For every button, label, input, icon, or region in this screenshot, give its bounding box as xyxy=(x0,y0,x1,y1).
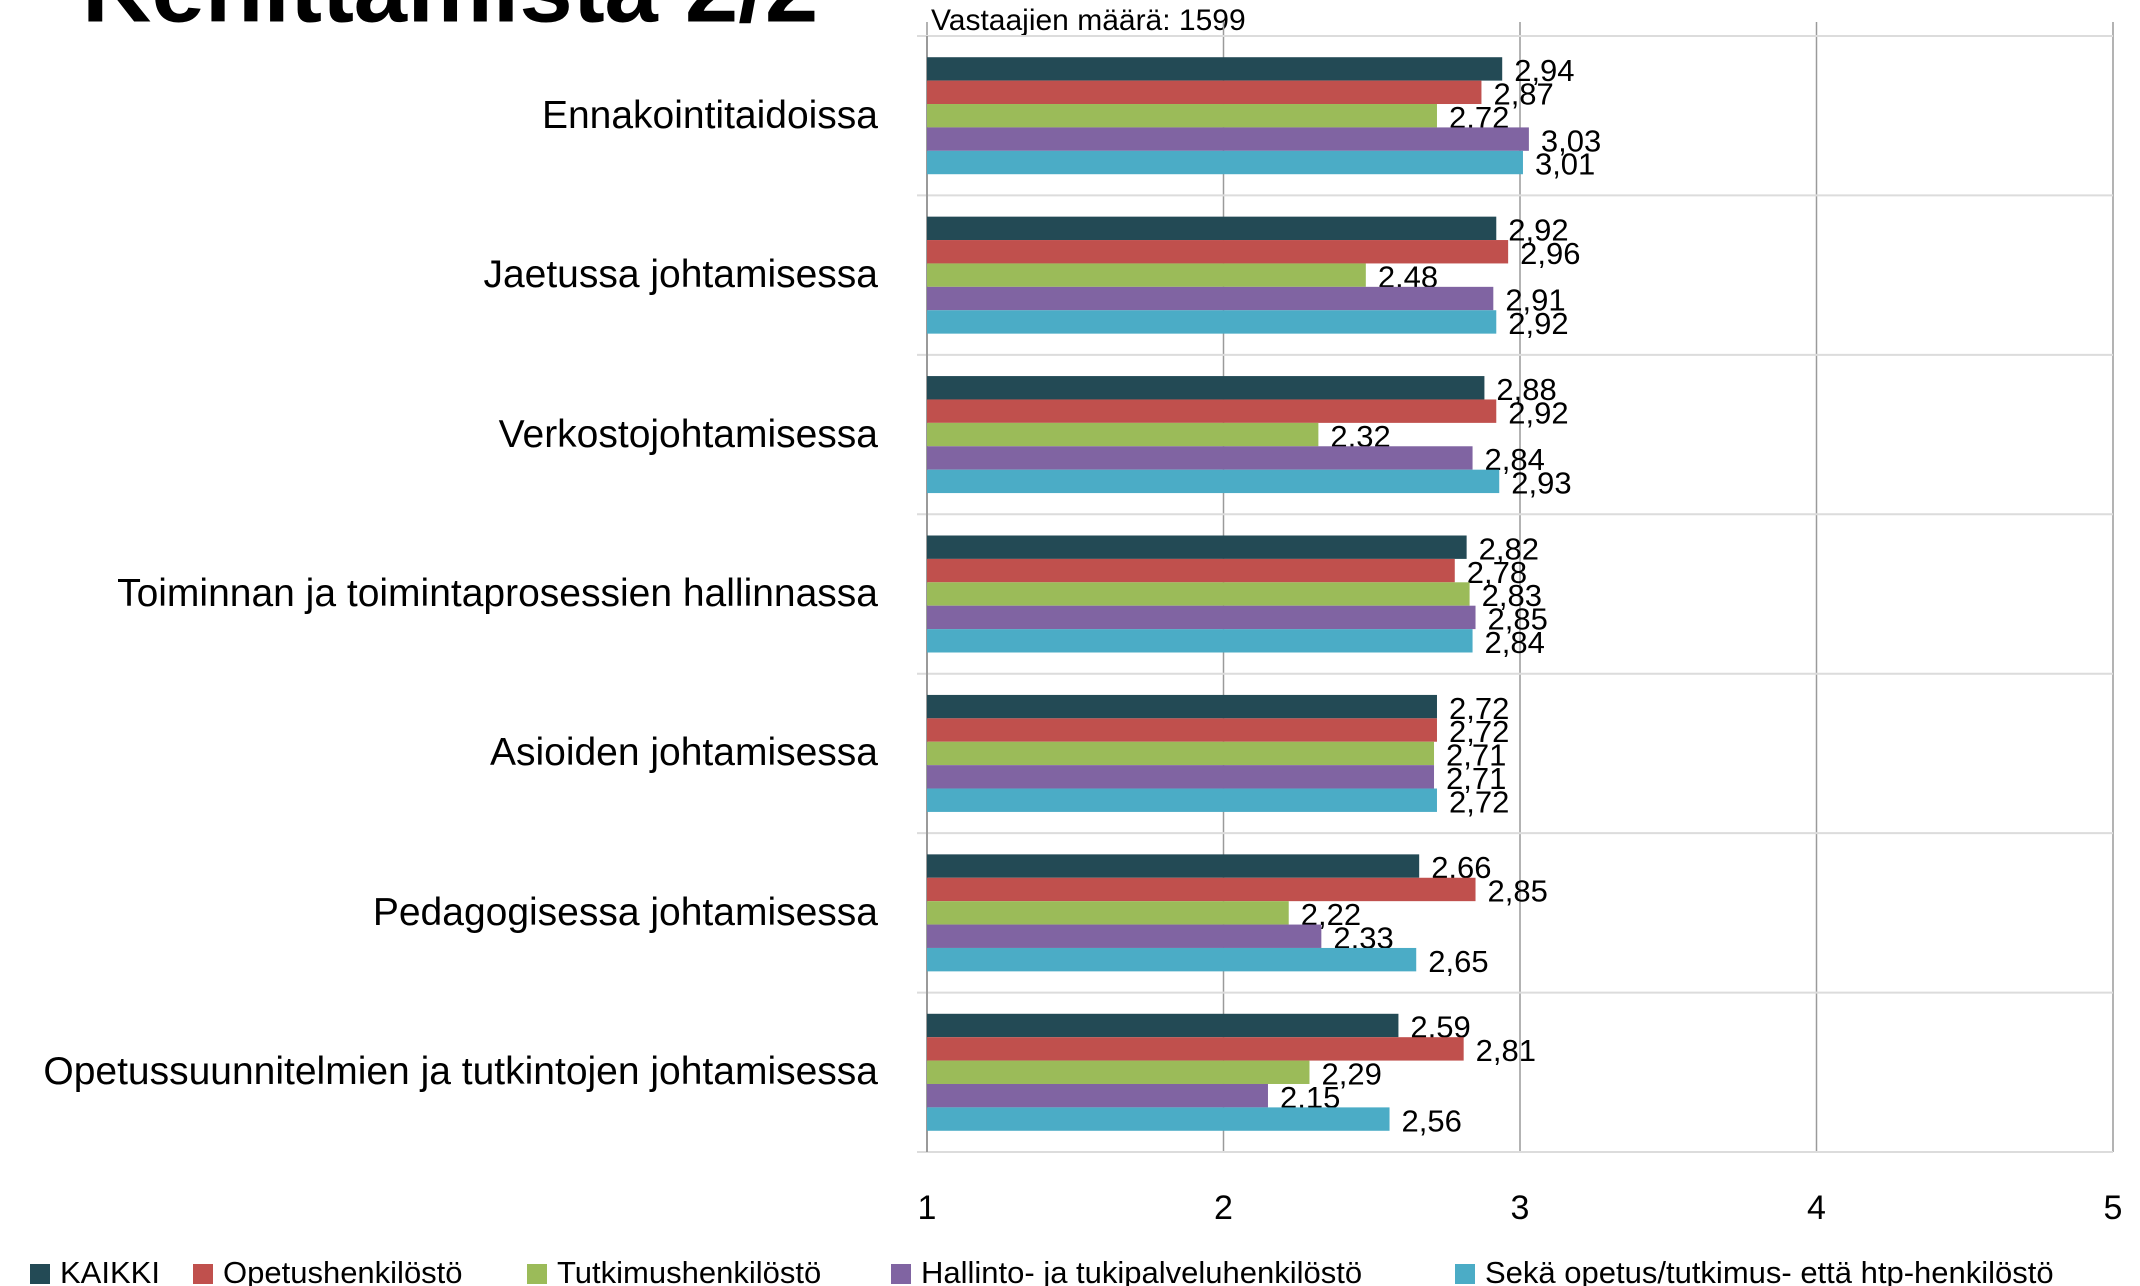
value-label: 2,91 xyxy=(1505,283,1565,318)
bar xyxy=(927,1060,1310,1084)
bar xyxy=(927,629,1473,653)
category-label: Opetussuunnitelmien ja tutkintojen johta… xyxy=(43,1050,878,1094)
legend-label: KAIKKI xyxy=(60,1255,160,1286)
value-label: 2,72 xyxy=(1449,691,1509,726)
bar xyxy=(927,1037,1464,1061)
bar xyxy=(927,947,1417,972)
value-label: 3,01 xyxy=(1535,147,1595,182)
value-label: 2,92 xyxy=(1508,213,1568,248)
legend-swatch xyxy=(527,1264,547,1284)
x-tick-label: 2 xyxy=(1214,1189,1233,1227)
bar xyxy=(927,1107,1390,1131)
legend-label: Hallinto- ja tukipalveluhenkilöstö xyxy=(921,1255,1362,1286)
value-label: 2,93 xyxy=(1511,466,1571,501)
category-label: Verkostojohtamisessa xyxy=(498,412,878,456)
value-label: 2,78 xyxy=(1467,555,1527,590)
bar xyxy=(927,216,1497,241)
legend-swatch xyxy=(193,1264,213,1284)
bar xyxy=(927,286,1494,311)
bar xyxy=(927,741,1435,766)
value-label: 2,82 xyxy=(1479,531,1539,566)
value-label: 2,94 xyxy=(1514,53,1574,88)
bar xyxy=(927,263,1366,287)
value-label: 2,92 xyxy=(1508,306,1568,341)
value-label: 2,88 xyxy=(1496,372,1556,407)
category-label: Jaetussa johtamisessa xyxy=(483,253,878,297)
bar xyxy=(927,376,1485,400)
value-label: 2,83 xyxy=(1482,578,1542,613)
legend-label: Opetushenkilöstö xyxy=(223,1255,463,1286)
chart-title: Kehittämistä 2/2 xyxy=(82,0,818,42)
bar xyxy=(927,788,1437,812)
bar xyxy=(927,605,1476,630)
value-label: 2,87 xyxy=(1493,77,1553,112)
value-label: 2,29 xyxy=(1321,1056,1381,1091)
bar xyxy=(927,240,1509,264)
bar xyxy=(927,1013,1399,1038)
value-label: 2,81 xyxy=(1476,1033,1536,1068)
value-label: 2,72 xyxy=(1449,714,1509,749)
x-tick-label: 3 xyxy=(1511,1189,1530,1227)
value-label: 2,85 xyxy=(1488,874,1548,909)
legend-swatch xyxy=(891,1264,911,1284)
bar xyxy=(927,127,1529,151)
bar xyxy=(927,57,1503,81)
x-tick-label: 4 xyxy=(1807,1189,1826,1227)
legend-label: Sekä opetus/tutkimus- että htp-henkilöst… xyxy=(1485,1255,2054,1286)
value-label: 2,96 xyxy=(1520,236,1580,271)
value-label: 2,92 xyxy=(1508,395,1568,430)
category-label: Ennakointitaidoissa xyxy=(541,93,878,137)
bar xyxy=(927,765,1435,789)
category-label: Toiminnan ja toimintaprosessien hallinna… xyxy=(117,572,878,615)
x-tick-label: 1 xyxy=(918,1189,937,1227)
legend-label: Tutkimushenkilöstö xyxy=(557,1255,821,1286)
bar xyxy=(927,422,1319,447)
bar xyxy=(927,469,1500,494)
bar xyxy=(927,582,1470,606)
bar xyxy=(927,924,1322,948)
bar xyxy=(927,535,1467,559)
bar xyxy=(927,854,1420,878)
value-label: 2,65 xyxy=(1428,944,1488,979)
legend-swatch xyxy=(1455,1264,1475,1284)
category-label: Pedagogisessa johtamisessa xyxy=(372,890,878,934)
bar xyxy=(927,150,1523,175)
bar xyxy=(927,399,1497,423)
value-label: 2,84 xyxy=(1485,625,1545,660)
bar xyxy=(927,877,1476,902)
chart-subtitle: Vastaajien määrä: 1599 xyxy=(931,4,1246,37)
category-label: Asioiden johtamisessa xyxy=(489,731,878,775)
bar xyxy=(927,310,1497,334)
x-tick-label: 5 xyxy=(2104,1189,2123,1227)
value-label: 2,56 xyxy=(1402,1103,1462,1138)
value-label: 2,72 xyxy=(1449,784,1509,819)
bar xyxy=(927,901,1289,925)
bar xyxy=(927,694,1437,719)
legend-swatch xyxy=(30,1264,50,1284)
bar xyxy=(927,446,1473,470)
value-label: 2,71 xyxy=(1446,761,1506,796)
value-label: 2,85 xyxy=(1488,602,1548,637)
bar xyxy=(927,558,1455,583)
bar xyxy=(927,104,1437,128)
bar xyxy=(927,80,1482,105)
bar xyxy=(927,718,1437,742)
value-label: 3,03 xyxy=(1541,123,1601,158)
bar xyxy=(927,1083,1268,1108)
value-label: 2,71 xyxy=(1446,738,1506,773)
